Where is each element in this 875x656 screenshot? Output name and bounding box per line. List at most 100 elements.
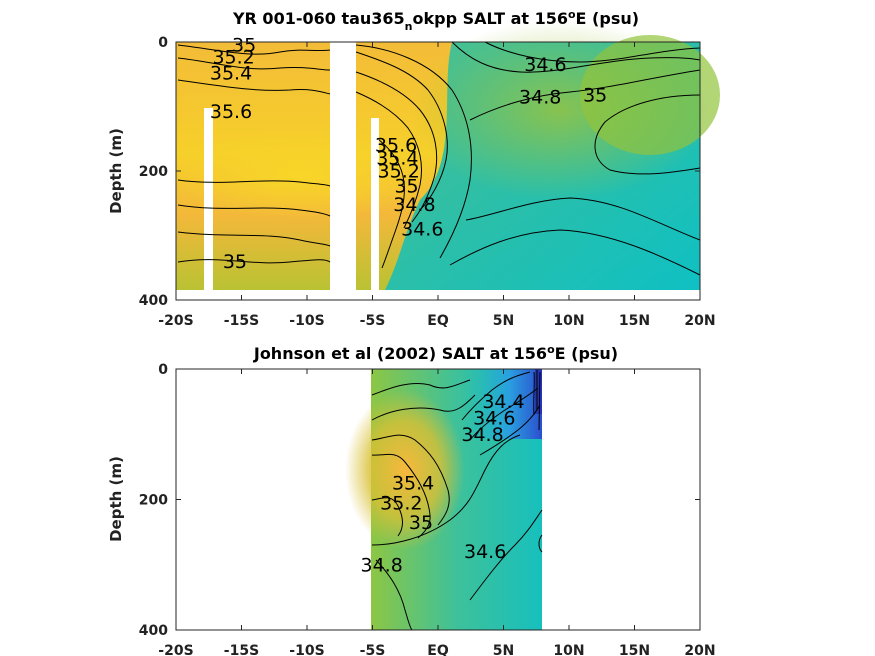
top-contour-label: 35	[223, 251, 247, 273]
bottom-contour	[375, 559, 413, 631]
top-x-tick-label: -15S	[224, 313, 259, 329]
top-contour	[355, 91, 422, 229]
bottom-x-tick-label: -15S	[224, 643, 259, 656]
top-contour-label: 35.6	[210, 101, 252, 123]
bottom-y-tick-label: 200	[139, 493, 168, 509]
bottom-title: Johnson et al (2002) SALT at 156oE (psu)	[253, 343, 618, 363]
bottom-contour	[371, 497, 403, 537]
top-mask-bar-2	[330, 42, 356, 290]
top-contour	[177, 231, 331, 247]
top-contour-label: 35	[394, 175, 418, 197]
top-contour	[177, 204, 331, 217]
bottom-contour-label: 34.8	[361, 554, 403, 576]
top-field-35-pocket	[580, 35, 720, 155]
top-contour-label: 34.8	[393, 194, 435, 216]
bottom-contour-label: 34.8	[461, 424, 503, 446]
top-mask-bar-1	[204, 108, 213, 290]
top-mask-bar-3	[371, 118, 379, 290]
bottom-contour	[479, 404, 541, 456]
top-contour-label: 34.8	[519, 86, 561, 108]
top-x-tick-label: 5N	[493, 313, 514, 329]
bottom-contour	[371, 394, 476, 421]
top-field-core	[170, 130, 430, 220]
bottom-contour	[469, 509, 543, 601]
bottom-x-tick-label: 15N	[619, 643, 650, 656]
top-x-tick-label: 10N	[553, 313, 584, 329]
bottom-panel: Johnson et al (2002) SALT at 156oE (psu)…	[107, 343, 716, 656]
bottom-y-ticks: 0 200 400	[139, 362, 700, 639]
bottom-contours	[371, 370, 543, 631]
bottom-contour-label: 34.6	[464, 541, 506, 563]
top-panel: YR 001-060 tau365nokpp SALT at 156oE (ps…	[107, 8, 720, 329]
top-contour-label: 35.6	[375, 135, 417, 157]
top-contour-label: 35.2	[212, 46, 254, 68]
top-contour	[484, 41, 701, 63]
top-contour	[465, 197, 701, 241]
top-x-tick-label: -10S	[289, 313, 324, 329]
bottom-contour	[371, 434, 450, 526]
bottom-x-tick-label: -20S	[158, 643, 193, 656]
top-x-tick-label: 15N	[619, 313, 650, 329]
bottom-y-axis-label: Depth (m)	[107, 456, 125, 542]
bottom-contour	[371, 379, 471, 396]
top-contour	[449, 229, 701, 276]
top-x-tick-label: -5S	[360, 313, 386, 329]
bottom-field-deep-fresh	[535, 369, 542, 414]
bottom-y-tick-label: 400	[139, 623, 168, 639]
top-contour-label: 34.6	[401, 219, 443, 241]
top-contour	[177, 79, 331, 95]
top-contour	[469, 69, 701, 121]
bottom-x-tick-label: EQ	[427, 643, 449, 656]
top-contour	[177, 259, 331, 264]
top-x-ticks: -20S -15S -10S -5S EQ 5N 10N 15N 20N	[158, 42, 716, 329]
bottom-x-ticks: -20S -15S -10S -5S EQ 5N 10N 15N 20N	[158, 369, 716, 656]
bottom-contour-label: 35.2	[380, 492, 422, 514]
top-y-tick-label: 200	[139, 164, 168, 180]
top-contours	[177, 41, 701, 276]
bottom-contour-label: 34.6	[473, 407, 515, 429]
bottom-contour-label: 35.4	[392, 473, 434, 495]
top-contour	[451, 41, 701, 73]
top-contour	[177, 44, 331, 55]
top-contour-label: 34.6	[524, 54, 566, 76]
bottom-y-tick-label: 0	[158, 362, 168, 378]
top-x-tick-label: 20N	[684, 313, 715, 329]
bottom-contour	[461, 371, 531, 421]
top-contour-label: 35.4	[210, 62, 252, 84]
top-contour-label: 35.4	[376, 148, 418, 170]
bottom-field-fresh-top	[460, 369, 542, 439]
top-y-axis-label: Depth (m)	[107, 128, 125, 214]
bottom-x-tick-label: 10N	[553, 643, 584, 656]
top-y-tick-label: 400	[139, 293, 168, 309]
bottom-contour	[538, 534, 543, 553]
top-contour	[355, 44, 472, 259]
top-contour	[594, 94, 701, 175]
bottom-contour	[371, 453, 431, 539]
bottom-colormap-field	[345, 369, 542, 630]
bottom-contour	[533, 370, 541, 431]
top-contour-label: 35	[232, 35, 256, 57]
bottom-contour-label: 35	[409, 512, 433, 534]
top-x-tick-label: -20S	[158, 313, 193, 329]
bottom-field-core	[345, 390, 465, 550]
top-y-ticks: 0 200 400	[139, 35, 700, 309]
bottom-contour	[469, 387, 539, 441]
top-contour-labels: 3535.235.435.63535.635.435.23534.834.634…	[210, 35, 607, 273]
bottom-contour-label: 34.4	[482, 391, 524, 413]
top-contour	[177, 179, 331, 187]
bottom-contour	[371, 434, 521, 546]
top-y-tick-label: 0	[158, 35, 168, 51]
bottom-x-tick-label: 5N	[493, 643, 514, 656]
top-contour-label: 35	[583, 84, 607, 106]
top-contour	[355, 71, 438, 223]
bottom-x-tick-label: -5S	[360, 643, 386, 656]
top-contour	[177, 57, 331, 71]
top-contour-label: 35.2	[378, 160, 420, 182]
top-contour	[355, 51, 448, 211]
top-x-tick-label: EQ	[427, 313, 449, 329]
bottom-x-tick-label: 20N	[684, 643, 715, 656]
top-contour	[378, 139, 405, 269]
bottom-x-tick-label: -10S	[289, 643, 324, 656]
